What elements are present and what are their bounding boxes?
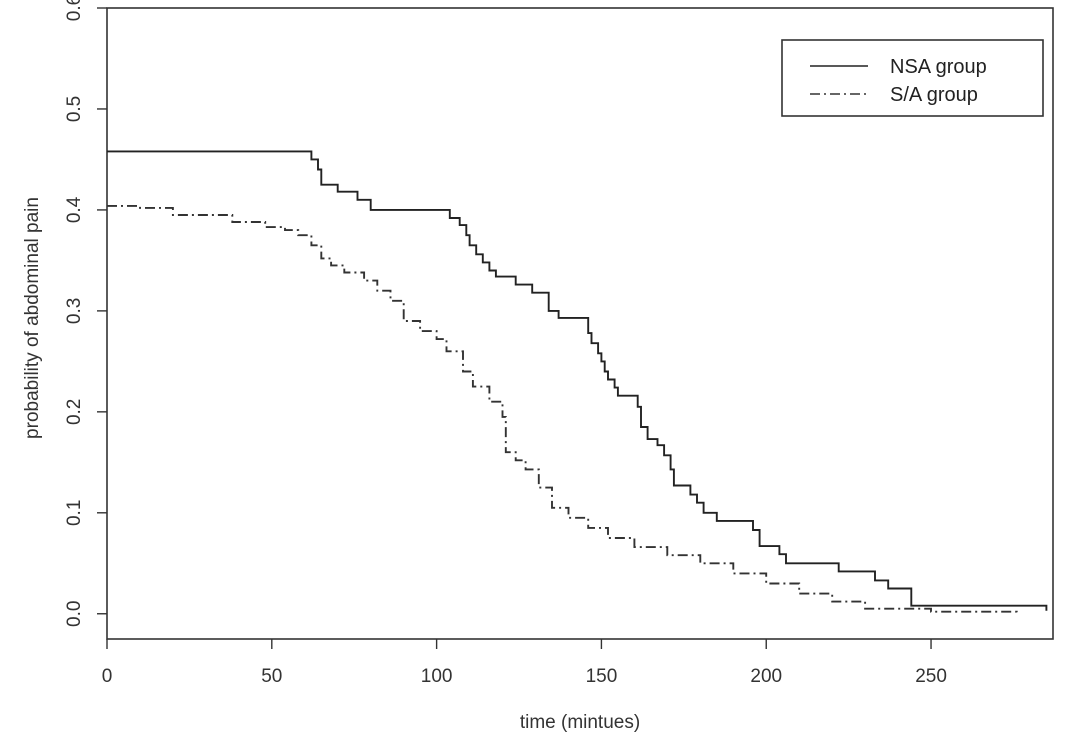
x-tick-label: 250 [915, 666, 947, 687]
series-line-0 [107, 150, 1048, 611]
y-axis-title: probability of abdominal pain [22, 197, 43, 439]
series-line-1 [107, 204, 1018, 613]
legend-box [781, 39, 1044, 117]
y-tick-label: 0.5 [64, 96, 85, 122]
x-axis: 0 50 100 150 200 250 [102, 639, 947, 687]
x-tick-label: 150 [586, 666, 618, 687]
y-tick-label: 0.0 [64, 601, 85, 627]
legend: NSA group S/A group [781, 39, 1044, 117]
series-layer [107, 150, 1048, 613]
y-tick-label: 0.1 [64, 500, 85, 526]
plot-frame [106, 7, 1054, 640]
x-tick-label: 0 [102, 666, 113, 687]
x-axis-title: time (mintues) [520, 712, 640, 733]
x-tick-label: 50 [261, 666, 282, 687]
y-tick-label: 0.3 [64, 298, 85, 324]
x-tick-label: 100 [421, 666, 453, 687]
legend-label-nsa-group: NSA group [890, 56, 987, 78]
y-tick-label: 0.4 [64, 196, 85, 223]
y-tick-label: 0.6 [64, 0, 85, 21]
y-tick-label: 0.2 [64, 399, 85, 425]
x-tick-label: 200 [750, 666, 782, 687]
y-axis: 0.0 0.1 0.2 0.3 0.4 0.5 0.6 [64, 0, 107, 627]
legend-label-sa-group: S/A group [890, 84, 978, 106]
